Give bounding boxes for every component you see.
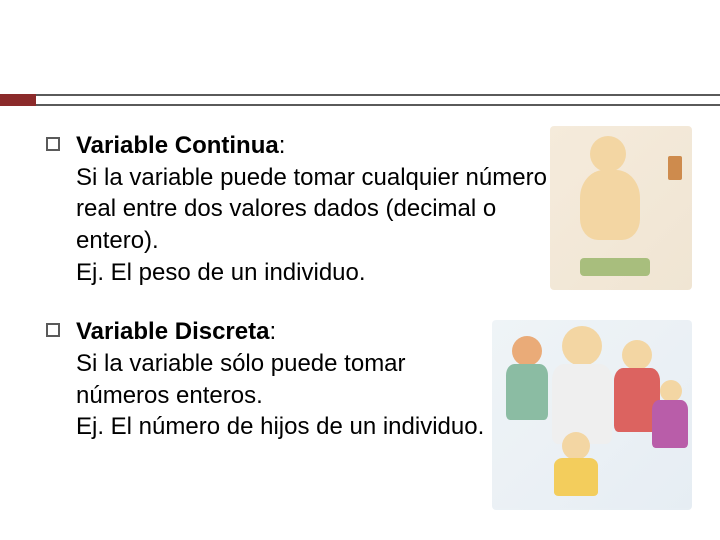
bullet-list: Variable Continua:Si la variable puede t… xyxy=(46,130,686,471)
item-heading: Variable Continua xyxy=(76,132,279,159)
item-text: Variable Discreta:Si la variable sólo pu… xyxy=(76,316,486,443)
header-accent-block xyxy=(0,94,36,106)
list-item: Variable Discreta:Si la variable sólo pu… xyxy=(46,316,686,443)
item-heading: Variable Discreta xyxy=(76,318,269,345)
header-rule xyxy=(0,94,720,106)
square-bullet-icon xyxy=(46,323,60,337)
item-text: Variable Continua:Si la variable puede t… xyxy=(76,130,548,288)
item-body: Si la variable sólo puede tomar números … xyxy=(76,348,486,443)
square-bullet-icon xyxy=(46,137,60,151)
list-item: Variable Continua:Si la variable puede t… xyxy=(46,130,686,288)
header-double-rule xyxy=(36,94,720,106)
item-body: Si la variable puede tomar cualquier núm… xyxy=(76,162,548,289)
